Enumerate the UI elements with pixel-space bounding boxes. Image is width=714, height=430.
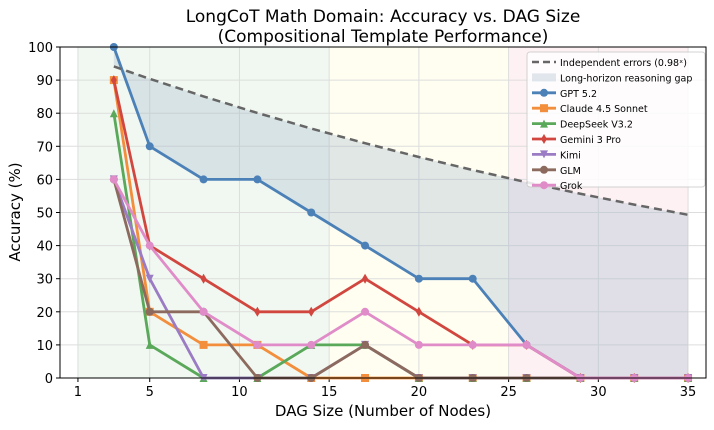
y-axis-label: Accuracy (%)	[6, 162, 24, 261]
y-tick-label: 20	[36, 306, 53, 321]
data-point	[145, 142, 154, 151]
x-tick-label: 15	[321, 385, 338, 400]
legend-box	[526, 51, 706, 188]
data-point	[109, 175, 118, 184]
legend-label: GLM	[560, 166, 581, 177]
data-point	[199, 340, 208, 349]
legend-label: Claude 4.5 Sonnet	[560, 104, 648, 115]
y-tick-label: 80	[36, 107, 53, 122]
data-point	[468, 340, 477, 349]
reference-line	[113, 65, 689, 217]
data-point	[199, 175, 208, 184]
x-tick-label: 20	[411, 385, 428, 400]
data-point	[253, 340, 262, 349]
data-point	[145, 340, 154, 349]
data-point	[415, 306, 422, 317]
y-tick-label: 70	[36, 140, 53, 155]
legend-label: DeepSeek V3.2	[560, 120, 633, 131]
legend-label: Long-horizon reasoning gap	[560, 73, 692, 84]
legend: Independent errors (0.98ˣ) Long-horizon r…	[526, 51, 706, 192]
data-point	[414, 274, 423, 283]
data-point	[362, 273, 369, 284]
data-point	[110, 75, 117, 86]
data-point	[254, 306, 261, 317]
x-tick-label: 35	[680, 385, 697, 400]
y-tick-label: 10	[36, 339, 53, 354]
data-point	[145, 241, 154, 250]
x-tick-label: 10	[231, 385, 248, 400]
data-point	[145, 307, 154, 316]
legend-label: Gemini 3 Pro	[560, 135, 621, 146]
data-point	[307, 340, 316, 349]
data-point	[308, 306, 315, 317]
data-point	[253, 175, 262, 184]
legend-marker	[540, 104, 548, 113]
data-point	[361, 340, 370, 349]
data-point	[145, 274, 154, 283]
legend-label: Grok	[560, 181, 583, 192]
data-point	[468, 274, 477, 283]
legend-marker	[540, 150, 548, 159]
x-tick-label: 5	[146, 385, 154, 400]
y-tick-label: 30	[36, 273, 53, 288]
data-point	[361, 307, 370, 316]
legend-label: GPT 5.2	[560, 89, 597, 100]
chart-title: LongCoT Math Domain: Accuracy vs. DAG Si…	[186, 7, 581, 27]
data-point	[109, 109, 118, 118]
y-tick-label: 0	[45, 372, 53, 387]
data-point	[200, 273, 207, 284]
legend-marker	[540, 181, 548, 190]
legend-marker	[540, 88, 548, 97]
plot-frame	[59, 46, 707, 379]
legend-label: Independent errors (0.98ˣ)	[560, 58, 687, 69]
y-tick-label: 50	[36, 207, 53, 222]
legend-label: Kimi	[560, 150, 581, 161]
gap-area	[113, 47, 689, 378]
chart-subtitle: (Compositional Template Performance)	[218, 27, 549, 47]
x-tick-label: 25	[500, 385, 517, 400]
legend-marker	[540, 119, 548, 128]
data-point	[307, 208, 316, 217]
data-point	[414, 340, 423, 349]
legend-swatch	[532, 73, 556, 82]
legend-marker	[540, 165, 548, 174]
x-tick-label: 30	[590, 385, 607, 400]
y-tick-label: 90	[36, 74, 53, 89]
data-point	[522, 340, 531, 349]
legend-marker	[541, 134, 547, 144]
data-point	[199, 307, 208, 316]
x-axis-label: DAG Size (Number of Nodes)	[275, 402, 491, 420]
y-tick-label: 40	[36, 240, 53, 255]
data-point	[361, 241, 370, 250]
y-tick-label: 60	[36, 173, 53, 188]
y-tick-label: 100	[28, 41, 53, 56]
x-tick-label: 1	[74, 385, 82, 400]
